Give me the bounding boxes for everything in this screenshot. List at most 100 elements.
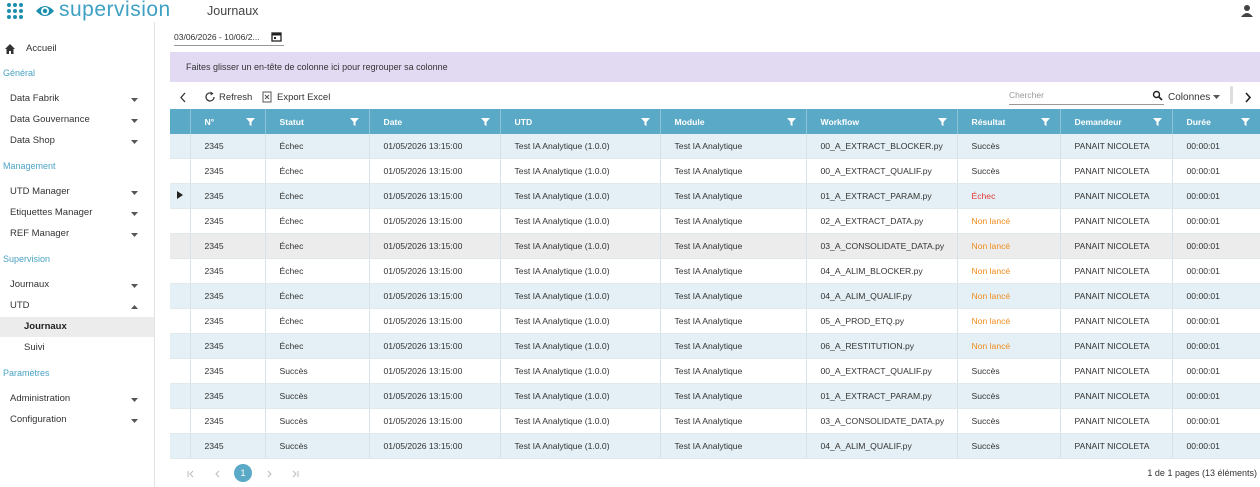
expand-caret[interactable] [131, 397, 139, 403]
filter-icon[interactable] [245, 118, 255, 126]
grid-row[interactable]: 2345 Échec 01/05/2026 13:15:00 Test IA Anal… [170, 158, 1260, 184]
date-range[interactable]: 03/06/2026 - 10/06/2... [174, 32, 284, 46]
grid-cell: 01/05/2026 13:15:00 [369, 433, 501, 459]
grid-cell: 03_A_CONSOLIDATE_DATA.py [806, 408, 958, 434]
user-icon[interactable] [1240, 4, 1254, 18]
menu-item[interactable]: REF Manager [10, 228, 70, 239]
grid-cell: Test IA Analytique (1.0.0) [500, 233, 661, 259]
search-input[interactable]: Chercher [1009, 90, 1164, 105]
filter-icon[interactable] [1040, 118, 1050, 126]
grid-cell: Échec [265, 233, 370, 259]
grid-cell: 00:00:01 [1172, 333, 1260, 359]
columns-button[interactable]: Colonnes [1168, 92, 1211, 103]
grid-cell: PANAIT NICOLETA [1060, 283, 1173, 309]
submenu-item[interactable]: Journaux [24, 321, 67, 332]
grid-cell: Échec [265, 283, 370, 309]
expand-caret[interactable] [131, 139, 139, 145]
menu-item[interactable]: Data Fabrik [10, 93, 60, 104]
menu-item[interactable]: Data Gouvernance [10, 114, 90, 125]
expand-caret[interactable] [131, 97, 139, 103]
scroll-right[interactable] [1243, 92, 1253, 103]
calendar-icon[interactable] [271, 31, 282, 42]
menu-item[interactable]: Data Shop [10, 135, 55, 146]
home-link[interactable]: Accueil [26, 43, 57, 54]
menu-item[interactable]: Administration [10, 393, 71, 404]
expand-caret[interactable] [131, 304, 139, 310]
grid-row[interactable]: 2345 Échec 01/05/2026 13:15:00 Test IA Anal… [170, 308, 1260, 334]
grid-cell: 01/05/2026 13:15:00 [369, 233, 501, 259]
grid-row[interactable]: 2345 Échec 01/05/2026 13:15:00 Test IA Anal… [170, 283, 1260, 309]
current-page[interactable]: 1 [234, 464, 252, 482]
export-button[interactable]: Export Excel [277, 92, 331, 103]
grid-cell: 03_A_CONSOLIDATE_DATA.py [806, 233, 958, 259]
expand-caret[interactable] [131, 190, 139, 196]
filter-icon[interactable] [937, 118, 947, 126]
grid-row[interactable]: 2345 Succès 01/05/2026 13:15:00 Test IA Ana… [170, 358, 1260, 384]
grid-row[interactable]: 2345 Succès 01/05/2026 13:15:00 Test IA Ana… [170, 433, 1260, 459]
grid-cell: Échec [265, 134, 370, 159]
expand-caret[interactable] [131, 211, 139, 217]
apps-icon[interactable] [6, 2, 26, 20]
grid-row[interactable]: 2345 Échec 01/05/2026 13:15:00 Test IA Anal… [170, 333, 1260, 359]
menu-item[interactable]: UTD [10, 300, 30, 311]
grid-row[interactable]: 2345 Échec 01/05/2026 13:15:00 Test IA Anal… [170, 134, 1260, 159]
filter-icon[interactable] [786, 118, 796, 126]
grid-cell: Succès [265, 433, 370, 459]
column-header[interactable]: Durée [1172, 109, 1260, 134]
filter-icon[interactable] [480, 118, 490, 126]
row-indicator [170, 333, 191, 359]
expand-caret[interactable] [131, 232, 139, 238]
filter-icon[interactable] [640, 118, 650, 126]
grid-cell: 00:00:01 [1172, 183, 1260, 209]
row-indicator [170, 158, 191, 184]
grid-cell: 04_A_ALIM_QUALIF.py [806, 283, 958, 309]
grid-cell: 2345 [190, 308, 266, 334]
grid-row[interactable]: 2345 Échec 01/05/2026 13:15:00 Test IA Anal… [170, 258, 1260, 284]
column-header[interactable]: Résultat [957, 109, 1061, 134]
expand-caret[interactable] [131, 118, 139, 124]
submenu-item[interactable]: Suivi [24, 342, 45, 353]
grid-cell: 00_A_EXTRACT_QUALIF.py [806, 358, 958, 384]
grid-cell: 2345 [190, 383, 266, 409]
data-grid: N° Statut Date UTD Module Workflow Résultat Dem… [170, 109, 1260, 459]
grid-cell: Test IA Analytique (1.0.0) [500, 258, 661, 284]
expand-caret[interactable] [131, 283, 139, 289]
grid-row[interactable]: 2345 Échec 01/05/2026 13:15:00 Test IA Anal… [170, 233, 1260, 259]
scroll-left[interactable] [178, 92, 188, 103]
expand-caret[interactable] [131, 418, 139, 424]
menu-item[interactable]: UTD Manager [10, 186, 70, 197]
menu-item[interactable]: Configuration [10, 414, 67, 425]
columns-caret [1213, 95, 1220, 99]
grid-row[interactable]: 2345 Échec 01/05/2026 13:15:00 Test IA Anal… [170, 183, 1260, 209]
grid-cell: Test IA Analytique (1.0.0) [500, 358, 661, 384]
menu-item[interactable]: Etiquettes Manager [10, 207, 93, 218]
grid-row[interactable]: 2345 Succès 01/05/2026 13:15:00 Test IA Ana… [170, 408, 1260, 434]
grid-cell: Test IA Analytique [660, 433, 807, 459]
column-header[interactable]: N° [190, 109, 266, 134]
grid-cell: PANAIT NICOLETA [1060, 408, 1173, 434]
column-header[interactable]: Demandeur [1060, 109, 1173, 134]
grid-row[interactable]: 2345 Succès 01/05/2026 13:15:00 Test IA Ana… [170, 383, 1260, 409]
selected-bg [0, 317, 154, 337]
column-header[interactable]: Module [660, 109, 807, 134]
refresh-button[interactable]: Refresh [219, 92, 253, 103]
grid-cell: 2345 [190, 183, 266, 209]
grid-cell: 2345 [190, 258, 266, 284]
menu-item[interactable]: Journaux [10, 279, 50, 290]
filter-icon[interactable] [1152, 118, 1162, 126]
grid-cell: Test IA Analytique [660, 208, 807, 234]
column-header[interactable]: UTD [500, 109, 661, 134]
column-header[interactable]: Workflow [806, 109, 958, 134]
grid-cell: 06_A_RESTITUTION.py [806, 333, 958, 359]
grid-row[interactable]: 2345 Échec 01/05/2026 13:15:00 Test IA Anal… [170, 208, 1260, 234]
filter-icon[interactable] [349, 118, 359, 126]
column-header[interactable]: Statut [265, 109, 370, 134]
column-header[interactable]: Date [369, 109, 501, 134]
filter-icon[interactable] [1240, 118, 1250, 126]
grid-cell: 01_A_EXTRACT_PARAM.py [806, 383, 958, 409]
grid-cell: 01_A_EXTRACT_PARAM.py [806, 183, 958, 209]
row-indicator [170, 208, 191, 234]
app-name: supervision [59, 0, 171, 21]
grid-cell: 01/05/2026 13:15:00 [369, 134, 501, 159]
